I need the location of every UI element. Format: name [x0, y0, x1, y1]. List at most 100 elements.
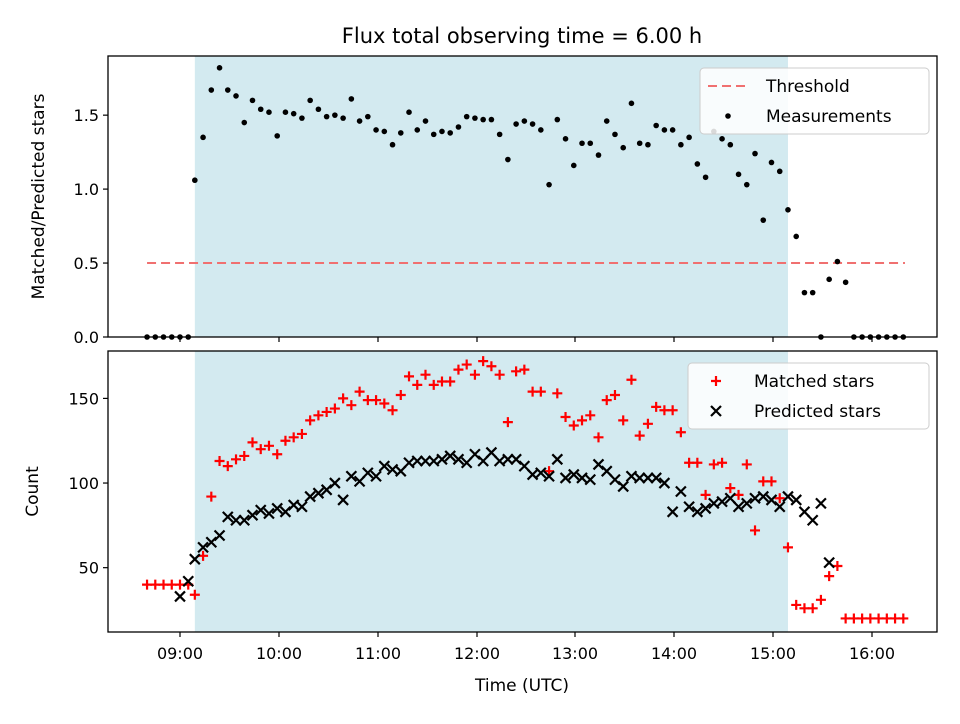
point-measurement	[645, 141, 651, 148]
point-predicted-star	[182, 575, 195, 587]
y-tick-label: 1.5	[74, 106, 99, 125]
point-measurement	[397, 130, 404, 136]
point-measurement	[752, 150, 758, 157]
point-matched-star	[511, 366, 522, 377]
x-tick-label: 10:00	[256, 644, 302, 663]
point-measurement	[323, 113, 330, 120]
point-predicted-star	[304, 490, 316, 503]
point-predicted-star	[815, 497, 827, 510]
y-tick-label: 100	[68, 474, 99, 493]
point-measurement	[216, 65, 223, 71]
point-measurement	[381, 128, 388, 135]
point-matched-star	[717, 457, 728, 468]
point-measurement	[562, 136, 569, 142]
point-matched-star	[469, 369, 480, 380]
point-measurement	[661, 127, 668, 133]
point-matched-star	[725, 483, 736, 494]
x-tick-label: 11:00	[355, 644, 401, 663]
point-predicted-star	[378, 460, 391, 472]
point-measurement	[200, 134, 206, 141]
point-predicted-star	[329, 477, 341, 489]
point-measurement	[538, 127, 544, 133]
point-matched-star	[766, 476, 777, 487]
point-matched-star	[782, 542, 793, 553]
point-measurement	[348, 96, 355, 102]
point-predicted-star	[600, 465, 613, 477]
point-matched-star	[486, 361, 497, 372]
point-predicted-star	[584, 473, 597, 486]
point-predicted-star	[296, 500, 308, 513]
point-measurement	[595, 152, 602, 158]
point-matched-star	[461, 359, 472, 370]
point-matched-star	[329, 403, 340, 414]
point-matched-star	[667, 405, 678, 416]
x-tick-label: 15:00	[750, 644, 796, 663]
y-axis-label: Count	[23, 466, 43, 517]
point-matched-star	[774, 493, 785, 504]
point-predicted-star	[782, 490, 794, 503]
x-tick-label: 13:00	[552, 644, 598, 663]
legend-label: Threshold	[765, 77, 850, 97]
point-measurement	[743, 181, 750, 188]
point-matched-star	[313, 410, 324, 421]
point-predicted-star	[189, 553, 201, 565]
point-matched-star	[255, 444, 266, 455]
point-measurement	[274, 133, 281, 139]
point-predicted-star	[213, 529, 226, 542]
point-measurement	[686, 134, 692, 141]
point-matched-star	[618, 415, 629, 426]
point-measurement	[463, 113, 470, 120]
point-measurement	[570, 162, 577, 169]
point-measurement	[521, 118, 528, 124]
point-measurement	[266, 109, 272, 115]
bottom-panel-counts: 50 100 150 09:00 10:00 11:00 12:00 13:00 14:00 15…	[23, 350, 938, 663]
point-measurement	[628, 100, 635, 107]
point-predicted-star	[773, 500, 786, 513]
point-matched-star	[395, 390, 406, 401]
point-matched-star	[321, 406, 332, 417]
point-matched-star	[288, 432, 299, 443]
point-matched-star	[692, 457, 703, 468]
point-matched-star	[815, 594, 826, 605]
point-measurement	[422, 118, 429, 124]
point-measurement	[430, 131, 437, 138]
point-matched-star	[898, 613, 909, 624]
point-predicted-star	[699, 502, 712, 515]
point-matched-star	[502, 417, 513, 428]
point-measurement	[340, 115, 346, 121]
point-matched-star	[305, 415, 316, 426]
point-predicted-star	[222, 511, 234, 523]
point-predicted-star	[263, 507, 275, 520]
point-matched-star	[708, 459, 719, 470]
point-matched-star	[560, 412, 571, 423]
point-measurement	[702, 174, 709, 181]
point-measurement	[579, 140, 585, 147]
x-tick-label: 12:00	[454, 644, 500, 663]
point-measurement	[785, 207, 791, 213]
point-measurement	[332, 112, 338, 118]
point-measurement	[636, 140, 643, 147]
point-matched-star	[346, 400, 357, 411]
point-matched-star	[494, 369, 505, 380]
point-predicted-star	[633, 472, 646, 484]
point-matched-star	[700, 489, 711, 500]
point-measurement	[307, 97, 313, 104]
point-measurement	[439, 128, 445, 135]
point-predicted-star	[798, 506, 811, 518]
point-measurement	[447, 130, 454, 136]
point-predicted-star	[518, 460, 531, 472]
point-measurement	[496, 131, 503, 138]
point-matched-star	[247, 437, 258, 448]
y-tick-label: 1.0	[74, 180, 99, 199]
y-tick-label: 0.0	[74, 328, 99, 347]
point-measurement	[406, 109, 412, 115]
point-predicted-star	[395, 465, 407, 477]
point-measurement	[241, 119, 248, 126]
point-predicted-star	[806, 514, 819, 527]
point-matched-star	[535, 386, 546, 397]
point-measurement	[603, 118, 610, 124]
point-measurement	[373, 127, 379, 133]
point-matched-star	[239, 450, 250, 461]
point-measurement	[612, 131, 618, 138]
point-predicted-star	[411, 455, 424, 467]
